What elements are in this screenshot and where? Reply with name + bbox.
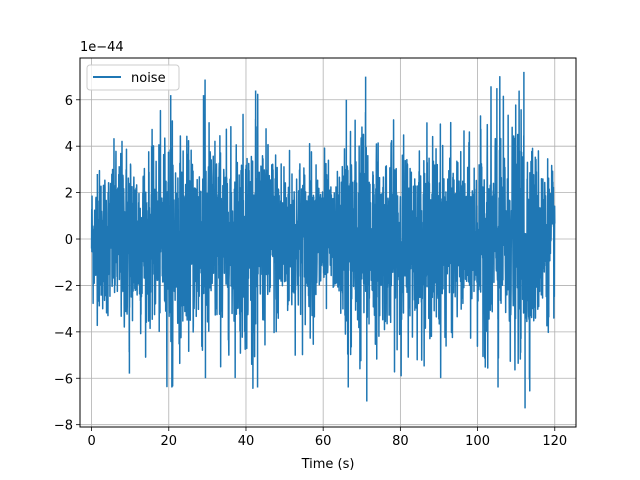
legend-box (86, 64, 180, 91)
x-tick-label: 100 (465, 434, 490, 449)
y-tick-label: −2 (54, 279, 73, 294)
series-line-noise (90, 71, 556, 409)
x-tick-label: 120 (542, 434, 567, 449)
y-tick-label: 2 (65, 187, 73, 202)
legend-label-noise: noise (131, 71, 166, 86)
x-tick-label: 0 (87, 434, 95, 449)
y-tick-label: −4 (54, 326, 73, 341)
plot-frame (79, 57, 577, 428)
x-tick-label: 40 (238, 434, 255, 449)
x-axis-ticks: 0 20 40 60 80 100 120 (87, 427, 567, 449)
y-axis-ticks: −8 −6 −4 −2 0 2 4 6 (54, 94, 80, 434)
y-tick-label: −8 (54, 419, 73, 434)
x-tick-label: 20 (161, 434, 178, 449)
y-tick-label: 4 (65, 140, 73, 155)
x-tick-label: 80 (392, 434, 409, 449)
y-tick-label: 0 (65, 233, 73, 248)
x-axis-label: Time (s) (301, 457, 355, 472)
series-layer (90, 71, 556, 409)
y-offset-label: 1e−44 (80, 40, 124, 55)
y-tick-label: −6 (54, 372, 73, 387)
x-tick-label: 60 (315, 434, 332, 449)
y-tick-label: 6 (65, 94, 73, 109)
legend: noise (86, 64, 180, 91)
grid-lines (80, 58, 576, 427)
